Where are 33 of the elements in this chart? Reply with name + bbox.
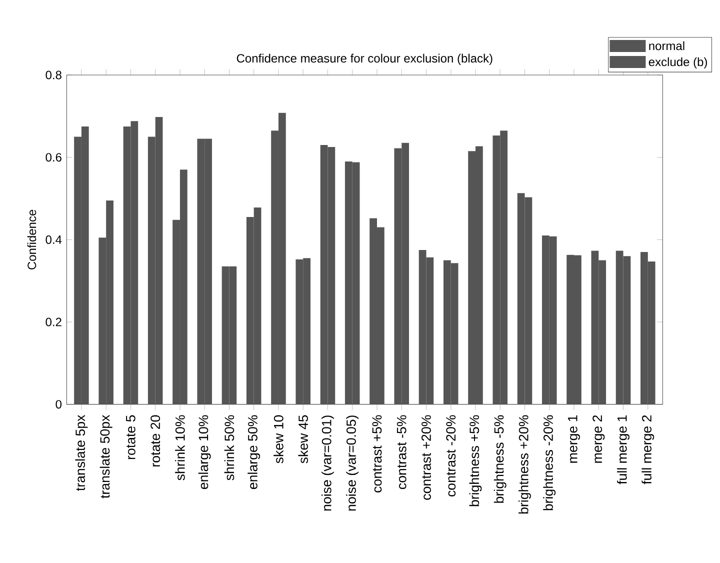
x-tick-label: shrink 50% (224, 415, 234, 480)
y-tick-label: 0 (56, 400, 62, 409)
legend-label: normal (649, 41, 684, 50)
x-tick-label: contrast -20% (446, 415, 456, 496)
x-tick-label: merge 1 (568, 415, 580, 463)
x-tick-label: rotate 5 (126, 415, 136, 460)
x-tick-label: brightness -5% (494, 415, 506, 503)
x-tick-label: brightness +20% (518, 415, 531, 514)
x-tick-label: full merge 2 (642, 415, 654, 484)
x-tick-label: contrast -5% (396, 415, 406, 489)
y-tick-label: 0.4 (46, 235, 62, 244)
x-tick-label: enlarge 10% (198, 415, 211, 490)
y-tick-label: 0.8 (46, 70, 62, 80)
x-tick-label: contrast +20% (422, 415, 431, 500)
x-tick-label: skew 45 (298, 415, 308, 464)
x-tick-label: full merge 1 (617, 415, 630, 484)
x-tick-label: brightness +5% (469, 415, 482, 506)
x-tick-label: rotate 20 (150, 415, 160, 466)
x-tick-label: enlarge 50% (248, 415, 260, 490)
y-tick-label: 0.2 (46, 318, 62, 326)
x-tick-label: translate 50px (100, 414, 112, 498)
x-tick-label: contrast +5% (372, 415, 382, 492)
chart-title: Confidence measure for colour exclusion (black) (236, 54, 492, 65)
x-tick-label: skew 10 (274, 415, 284, 464)
legend-label: exclude (b) (648, 57, 707, 69)
x-tick-label: noise (var=0.05) (346, 416, 359, 511)
x-tick-label: translate 5px (75, 414, 88, 491)
x-tick-label: shrink 10% (175, 415, 185, 480)
x-tick-label: noise (var=0.01) (322, 416, 334, 511)
y-tick-label: 0.6 (46, 153, 62, 162)
x-tick-label: merge 2 (592, 415, 605, 463)
y-axis-title: Confidence (27, 210, 36, 270)
x-tick-label: brightness -20% (543, 415, 556, 510)
